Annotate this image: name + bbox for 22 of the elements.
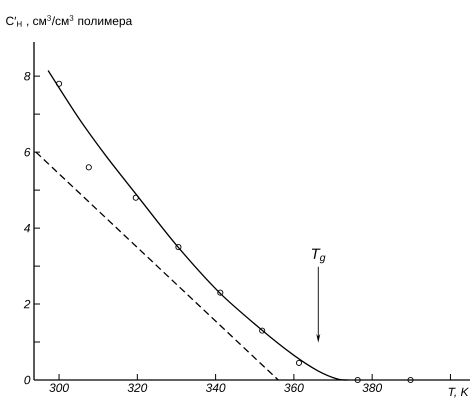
- x-tick-label: 300: [49, 384, 69, 392]
- y-tick-label: 4: [24, 224, 30, 232]
- y-tick-label: 8: [24, 72, 30, 80]
- point: [132, 194, 139, 201]
- point: [407, 376, 414, 384]
- point: [217, 290, 224, 296]
- point: [56, 80, 62, 87]
- x-axis-title: T, K: [448, 388, 469, 398]
- x-tick-label: 360: [284, 384, 304, 392]
- point: [354, 376, 361, 384]
- x-tick-label: 340: [206, 384, 226, 392]
- y-tick-label: 2: [24, 300, 30, 308]
- y-axis-title: C′$_{H}$ , см$^{3}$/см$^{3}$ полимера: [6, 15, 132, 28]
- y-tick-label: 0: [24, 376, 30, 384]
- x-tick-label: 380: [362, 384, 382, 392]
- x-tick-label: 320: [128, 384, 148, 392]
- point: [86, 164, 92, 170]
- point: [259, 328, 266, 334]
- annotation: T$_{g}$: [312, 248, 326, 264]
- point: [175, 244, 182, 250]
- point: [296, 360, 302, 366]
- y-tick-label: 6: [24, 148, 30, 156]
